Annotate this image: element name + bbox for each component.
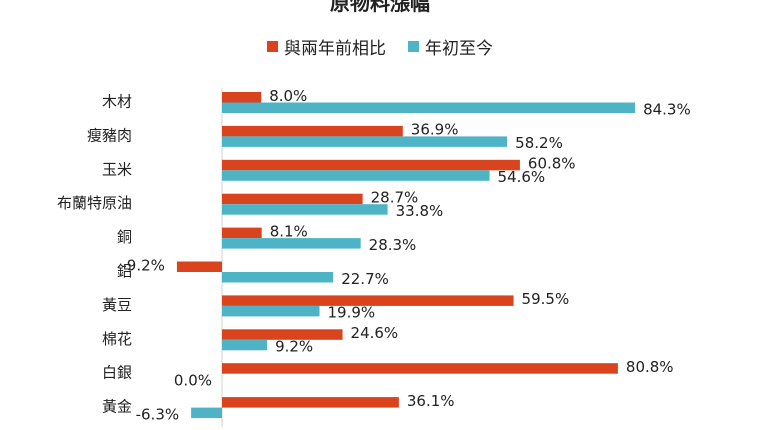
bar-series-2: [222, 136, 508, 147]
data-label-series-2: 22.7%: [341, 270, 389, 288]
data-label-series-2: 9.2%: [275, 338, 313, 356]
category-label: 黃金: [102, 398, 132, 416]
data-label-series-2: 33.8%: [396, 202, 444, 220]
bar-series-2: [191, 407, 222, 419]
bar-series-1: [176, 261, 222, 272]
bar-series-2: [222, 339, 268, 351]
category-label: 瘦豬肉: [87, 126, 132, 144]
data-label-series-1: 8.1%: [270, 222, 308, 240]
category-label: 玉米: [102, 160, 132, 178]
legend-swatch-series-1: [267, 41, 278, 52]
data-label-series-1: 28.7%: [371, 188, 419, 206]
category-label: 鋁: [117, 262, 132, 280]
bar-series-2: [222, 305, 320, 317]
bar-series-1: [222, 193, 363, 205]
bar-series-1: [222, 295, 514, 306]
data-label-series-1: -9.2%: [121, 256, 165, 274]
legend-label-series-1: 與兩年前相比: [284, 39, 386, 59]
bar-series-2: [222, 102, 636, 113]
data-label-series-1: 36.9%: [411, 121, 459, 139]
category-label: 棉花: [102, 330, 132, 348]
bar-series-1: [222, 159, 520, 171]
category-label: 黃豆: [102, 296, 132, 314]
data-label-series-1: 59.5%: [522, 290, 570, 308]
data-label-series-2: 19.9%: [328, 304, 376, 322]
bar-series-2: [222, 170, 490, 181]
bar-series-1: [222, 92, 262, 103]
bar-series-2: [222, 272, 334, 283]
bar-series-2: [222, 204, 388, 215]
data-label-series-2: 54.6%: [498, 168, 546, 186]
data-label-series-2: 0.0%: [174, 371, 212, 389]
legend: 與兩年前相比 年初至今: [0, 34, 760, 59]
bar-series-1: [222, 125, 403, 137]
data-label-series-2: -6.3%: [136, 405, 180, 423]
legend-swatch-series-2: [408, 41, 419, 52]
legend-item-series-2: 年初至今: [408, 34, 493, 59]
legend-label-series-2: 年初至今: [425, 39, 493, 59]
chart-title: 原物料漲幅: [330, 0, 430, 15]
bar-series-1: [222, 227, 262, 239]
category-label: 銅: [117, 228, 132, 246]
category-label: 白銀: [102, 364, 132, 382]
data-label-series-1: 8.0%: [269, 87, 307, 105]
data-label-series-1: 36.1%: [407, 392, 455, 410]
data-label-series-1: 24.6%: [351, 324, 399, 342]
bar-series-2: [222, 238, 361, 249]
legend-item-series-1: 與兩年前相比: [267, 34, 386, 59]
data-label-series-2: 58.2%: [515, 134, 563, 152]
data-label-series-1: 80.8%: [626, 358, 674, 376]
data-label-series-1: 60.8%: [528, 155, 576, 173]
bar-series-1: [222, 329, 343, 340]
bar-series-1: [222, 363, 618, 374]
bar-series-1: [222, 397, 399, 408]
data-label-series-2: 84.3%: [643, 100, 691, 118]
category-label: 布蘭特原油: [57, 194, 132, 212]
data-label-series-2: 28.3%: [369, 236, 417, 254]
category-label: 木材: [102, 93, 132, 111]
